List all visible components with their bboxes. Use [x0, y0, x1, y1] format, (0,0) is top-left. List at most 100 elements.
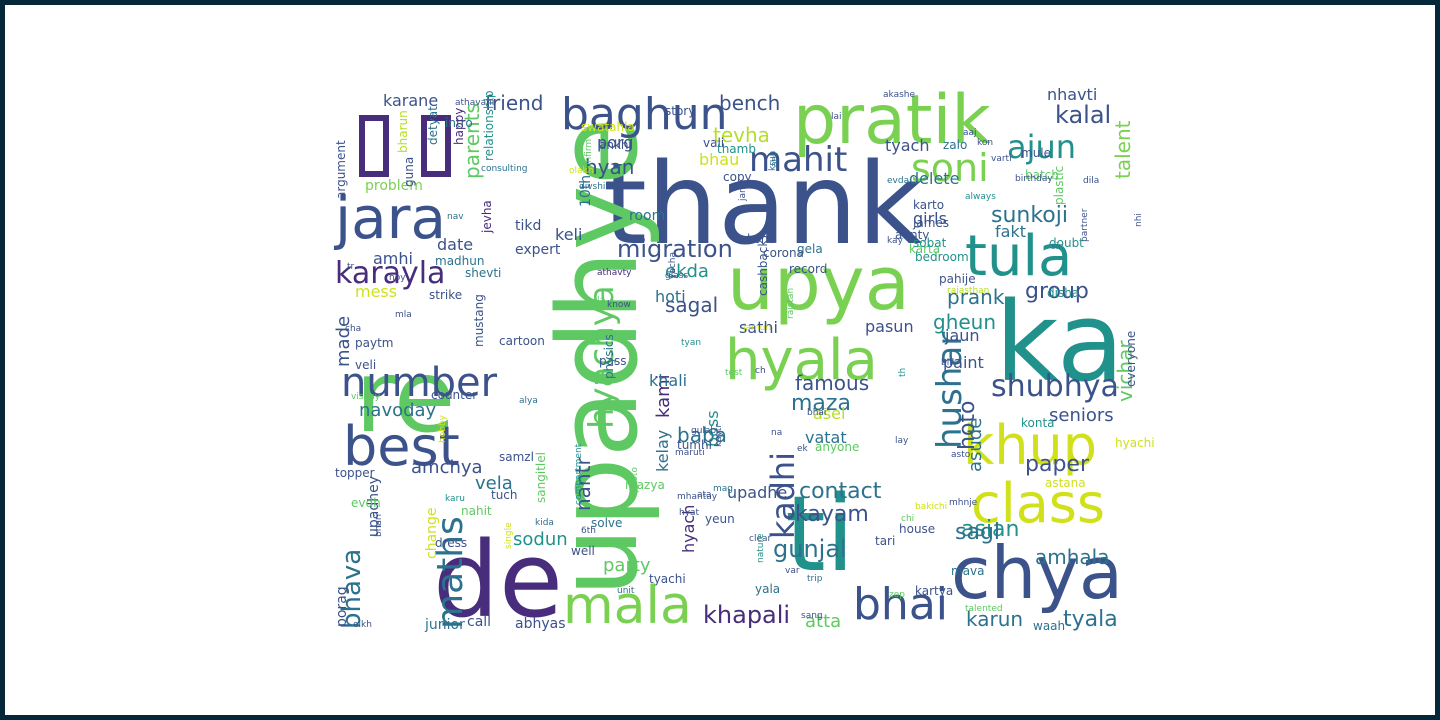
cloud-word: lai: [831, 112, 842, 122]
cloud-word: class: [971, 472, 1106, 535]
cloud-word: navoday: [359, 400, 437, 421]
cloud-word: argument: [334, 140, 348, 199]
cloud-word: unit: [617, 586, 635, 596]
cloud-word: atta: [805, 611, 842, 632]
cloud-word: mule: [1021, 146, 1052, 160]
cloud-word: solve: [591, 516, 623, 530]
cloud-word: alya: [519, 396, 538, 406]
cloud-word: tula: [965, 224, 1073, 289]
cloud-word: baba: [677, 423, 727, 447]
cloud-word: pass: [599, 354, 627, 368]
cloud-word: veli: [355, 358, 377, 372]
cloud-word: seniors: [1049, 405, 1114, 426]
cloud-word: house: [899, 522, 936, 536]
cloud-word: mustang: [472, 294, 486, 347]
missing-glyph-box-1: [359, 115, 389, 177]
cloud-word: shubhya: [991, 369, 1119, 404]
cloud-word: upadhe: [727, 483, 788, 502]
cloud-word: girls: [913, 209, 947, 228]
cloud-word: photo: [630, 467, 640, 493]
cloud-word: porg: [597, 133, 634, 152]
cloud-word: best: [343, 415, 460, 478]
cloud-word: tyan: [681, 338, 702, 348]
cloud-word: konta: [1021, 416, 1055, 430]
cloud-word: bedroom: [915, 250, 969, 264]
cloud-word: rajasthan: [947, 286, 990, 296]
cloud-word: corona: [763, 246, 804, 260]
cloud-word: mess: [355, 282, 398, 301]
cloud-word: vatat: [805, 428, 847, 447]
cloud-word: dress: [435, 536, 468, 550]
cloud-word: hyan: [585, 155, 635, 179]
cloud-word: chya: [951, 531, 1123, 615]
cloud-word: kayam: [795, 502, 869, 527]
cloud-word: ka: [995, 278, 1125, 406]
cloud-word: thank: [603, 140, 923, 270]
cloud-word: asian: [961, 517, 1020, 542]
cloud-word: evda: [887, 176, 910, 186]
cloud-word: khali: [649, 371, 688, 390]
cloud-word: tari: [875, 534, 896, 548]
cloud-word: kont: [747, 232, 774, 246]
cloud-word: glass: [665, 271, 689, 281]
cloud-word: date: [437, 235, 474, 254]
cloud-word: keli: [555, 225, 583, 244]
cloud-word: kartya: [915, 584, 954, 598]
cloud-word: karu: [445, 494, 465, 504]
cloud-word: sang: [801, 611, 823, 621]
cloud-word: chi: [901, 514, 915, 524]
cloud-word: bill: [941, 358, 955, 368]
cloud-word: know: [607, 300, 631, 310]
cloud-word: shevti: [465, 266, 502, 280]
cloud-word: topper: [335, 466, 375, 480]
cloud-word: khup: [963, 414, 1097, 477]
missing-glyph-box-2: [421, 115, 451, 177]
cloud-word: nhavti: [1047, 85, 1098, 104]
cloud-word: divshi: [579, 182, 606, 192]
cloud-word: james: [913, 216, 950, 230]
cloud-word: karto: [913, 198, 945, 212]
cloud-word: disha: [1047, 286, 1080, 300]
cloud-word: lay: [895, 436, 909, 446]
cloud-word: karayla: [335, 256, 446, 291]
cloud-word: ata: [697, 490, 712, 500]
cloud-word: kalal: [1055, 101, 1112, 129]
cloud-word: famous: [795, 371, 870, 395]
cloud-word: pratik: [793, 81, 991, 160]
cloud-word: delete: [909, 169, 960, 188]
cloud-word: varti: [991, 154, 1012, 164]
cloud-word: sagl: [955, 520, 1001, 545]
cloud-word: athavty: [597, 268, 632, 278]
cloud-word: na: [771, 428, 783, 438]
cloud-word: kay: [887, 236, 903, 246]
cloud-word: sagal: [665, 293, 719, 317]
cloud-word: kaytr: [714, 423, 724, 447]
cloud-word: re: [355, 338, 456, 455]
cloud-word: migration: [617, 235, 733, 263]
cloud-word: mala: [563, 576, 692, 636]
cloud-word: talented: [965, 604, 1003, 614]
cloud-word: paytm: [355, 336, 394, 350]
cloud-word: aunty: [895, 228, 930, 242]
cloud-word: la: [597, 296, 606, 306]
cloud-word: swatahla: [581, 120, 635, 134]
cloud-word: soni: [911, 146, 989, 190]
cloud-word: hyala: [725, 328, 878, 393]
cloud-word: sathi: [739, 318, 778, 337]
cloud-word: party: [603, 555, 651, 576]
cloud-word: zalo: [943, 138, 968, 152]
cloud-word: contact: [799, 479, 882, 504]
cloud-word: athavani: [455, 98, 495, 108]
cloud-word: guna: [402, 156, 416, 187]
cloud-word: mhnje: [949, 498, 978, 508]
cloud-word: amhala: [1035, 545, 1110, 569]
word-cloud: thank upadhye ka ti de re upya pratik chya mala cl…: [333, 81, 1155, 636]
cloud-word: tr: [347, 262, 355, 272]
cloud-word: ekda: [665, 261, 709, 282]
cloud-word: vela: [475, 473, 513, 494]
cloud-word: hyat: [679, 508, 700, 518]
cloud-word: partner: [1080, 208, 1090, 242]
cloud-word: consulting: [481, 164, 528, 174]
cloud-word: single: [504, 522, 514, 549]
cloud-word: akashe: [883, 90, 916, 100]
